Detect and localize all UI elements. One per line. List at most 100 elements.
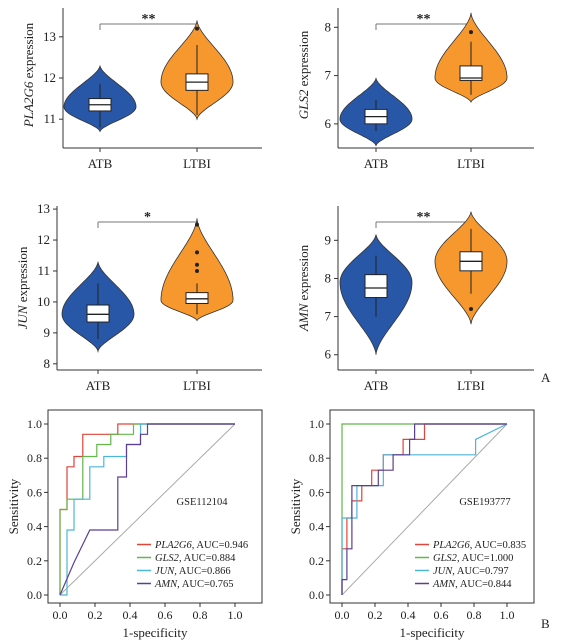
panel-letter-b: B xyxy=(541,616,550,631)
outlier-point xyxy=(195,222,199,227)
outlier-point xyxy=(469,30,473,35)
y-tick-label: 12 xyxy=(37,232,50,247)
legend-gene: JUN xyxy=(155,566,175,577)
x-tick-label: 1.0 xyxy=(228,608,243,622)
outlier-point xyxy=(195,26,199,31)
y-axis-label: AMN expression xyxy=(296,244,311,332)
y-axis-suffix: expression xyxy=(15,246,30,305)
legend-auc: , AUC=0.946 xyxy=(192,540,248,551)
x-tick-label: 0.0 xyxy=(53,608,68,622)
x-tick-label: 0.4 xyxy=(123,608,138,622)
legend-auc: , AUC=0.866 xyxy=(174,566,230,577)
x-axis-label: 1-specificity xyxy=(123,625,188,640)
x-category-label: LTBI xyxy=(457,156,485,171)
x-tick-label: 0.2 xyxy=(368,608,383,622)
x-category-label: ATB xyxy=(86,378,111,393)
y-tick-label: 11 xyxy=(43,111,56,126)
reference-diagonal xyxy=(59,423,236,596)
x-tick-label: 0.6 xyxy=(158,608,173,622)
x-category-label: LTBI xyxy=(183,378,211,393)
reference-diagonal xyxy=(341,423,508,596)
x-category-label: ATB xyxy=(364,156,389,171)
y-tick-label: 8 xyxy=(325,19,332,34)
y-axis-label: GLS2 expression xyxy=(296,30,311,119)
x-tick-label: 0.6 xyxy=(434,608,449,622)
outlier-point xyxy=(195,268,199,273)
y-tick-label: 8 xyxy=(325,270,332,285)
y-tick-label: 0.4 xyxy=(27,520,42,534)
legend-auc: , AUC=1.000 xyxy=(457,553,513,564)
significance-marker: ** xyxy=(417,210,431,225)
legend-entry: JUN, AUC=0.866 xyxy=(155,566,231,577)
significance-marker: * xyxy=(144,210,151,225)
y-tick-label: 0.2 xyxy=(309,554,324,568)
legend-gene: PLA2G6 xyxy=(154,540,193,551)
y-tick-label: 11 xyxy=(37,263,50,278)
legend-gene: JUN xyxy=(433,566,453,577)
y-tick-label: 6 xyxy=(325,347,332,362)
box-iqr xyxy=(459,65,483,81)
legend-gene: AMN xyxy=(432,579,456,590)
box-iqr xyxy=(364,274,388,299)
outlier-point xyxy=(195,262,199,267)
legend-entry: JUN, AUC=0.797 xyxy=(433,566,509,577)
x-tick-label: 0.2 xyxy=(88,608,103,622)
y-tick-label: 0.8 xyxy=(27,451,42,465)
y-tick-label: 1.0 xyxy=(309,417,324,431)
y-tick-label: 1.0 xyxy=(27,417,42,431)
dataset-label: GSE112104 xyxy=(177,497,229,508)
y-tick-label: 10 xyxy=(37,294,50,309)
y-tick-label: 9 xyxy=(325,232,332,247)
legend-auc: , AUC=0.844 xyxy=(455,579,512,590)
y-tick-label: 13 xyxy=(43,29,56,44)
legend-entry: PLA2G6, AUC=0.835 xyxy=(432,540,526,551)
y-tick-label: 0.0 xyxy=(27,588,42,602)
roc-curve-amn xyxy=(59,423,235,596)
y-tick-label: 6 xyxy=(325,116,332,131)
legend-entry: GLS2, AUC=1.000 xyxy=(433,553,513,564)
legend-entry: PLA2G6, AUC=0.946 xyxy=(154,540,248,551)
y-axis-label: JUN expression xyxy=(15,246,30,329)
y-axis-gene: GLS2 xyxy=(296,89,311,119)
y-axis-label: Sensitivity xyxy=(6,478,21,534)
y-tick-label: 12 xyxy=(43,70,56,85)
y-tick-label: 0.0 xyxy=(309,588,324,602)
y-axis-suffix: expression xyxy=(296,30,311,89)
x-category-label: LTBI xyxy=(183,156,211,171)
roc-curve-jun xyxy=(341,423,508,595)
y-axis-label: PLA2G6 expression xyxy=(21,22,36,128)
y-tick-label: 7 xyxy=(325,68,332,83)
roc-curve-gls2 xyxy=(59,423,235,595)
roc-curve-amn xyxy=(341,423,507,595)
y-tick-label: 0.2 xyxy=(27,554,42,568)
x-axis-label: 1-specificity xyxy=(400,625,465,640)
x-category-label: ATB xyxy=(364,378,389,393)
legend-auc: , AUC=0.884 xyxy=(179,553,236,564)
roc-curve-pla2g6 xyxy=(341,423,507,595)
outlier-point xyxy=(469,306,473,311)
plot-frame xyxy=(329,409,535,604)
y-axis-suffix: expression xyxy=(21,22,36,81)
x-tick-label: 0.0 xyxy=(335,608,350,622)
dataset-label: GSE193777 xyxy=(459,497,510,508)
legend-entry: AMN, AUC=0.844 xyxy=(432,579,512,590)
y-tick-label: 0.4 xyxy=(309,520,324,534)
y-axis-label: Sensitivity xyxy=(288,478,303,534)
legend-gene: GLS2 xyxy=(155,553,180,564)
significance-marker: ** xyxy=(417,12,431,27)
x-category-label: ATB xyxy=(88,156,113,171)
y-tick-label: 0.6 xyxy=(27,485,42,499)
legend-gene: PLA2G6 xyxy=(432,540,471,551)
y-axis-gene: JUN xyxy=(15,304,30,329)
x-tick-label: 0.4 xyxy=(401,608,416,622)
x-tick-label: 0.8 xyxy=(193,608,208,622)
y-tick-label: 8 xyxy=(44,356,51,371)
x-tick-label: 1.0 xyxy=(500,608,515,622)
panel-letter-a: A xyxy=(541,370,551,385)
y-tick-label: 0.6 xyxy=(309,485,324,499)
significance-marker: ** xyxy=(142,12,156,27)
outlier-point xyxy=(195,250,199,255)
legend-entry: GLS2, AUC=0.884 xyxy=(155,553,236,564)
x-tick-label: 0.8 xyxy=(467,608,482,622)
